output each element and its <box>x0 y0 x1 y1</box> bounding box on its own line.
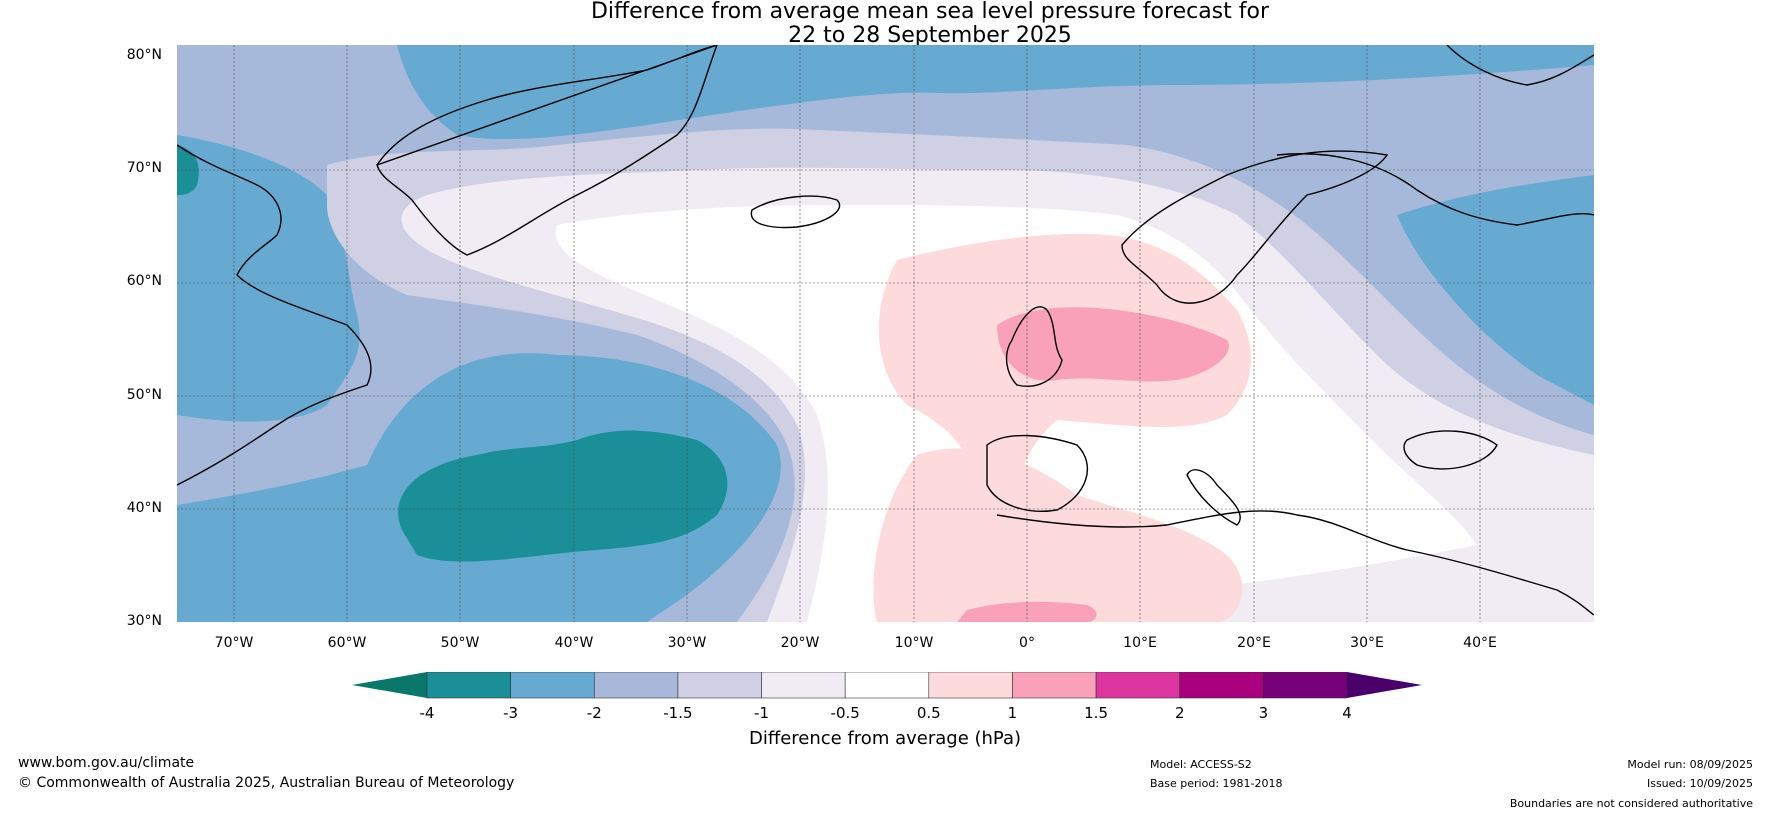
colorbar-tick-label: 4 <box>1342 704 1352 722</box>
arctic-russia-coast <box>1276 153 1594 226</box>
lat-label-50n: 50°N <box>126 387 162 403</box>
anomaly-band-minus2-east <box>1397 175 1594 405</box>
colorbar-swatch <box>510 671 595 699</box>
lon-label-20w: 20°W <box>780 635 820 651</box>
lon-label-40e: 40°E <box>1463 635 1497 651</box>
lon-label-0: 0° <box>1019 635 1035 651</box>
iberia-coast <box>986 434 1088 512</box>
colorbar-tick-label: -2 <box>586 704 602 722</box>
map-title: Difference from average mean sea level p… <box>0 0 1770 48</box>
colorbar-swatch <box>593 671 679 699</box>
colorbar-tick-label: -4 <box>419 704 435 722</box>
novaya-zemlya-coast <box>1446 45 1594 86</box>
black-sea-coast <box>1403 430 1498 470</box>
lon-label-30w: 30°W <box>667 635 707 651</box>
british-isles-coast <box>1005 306 1063 387</box>
coastlines <box>177 45 1594 616</box>
lat-label-80n: 80°N <box>126 47 162 63</box>
colorbar-extend-high <box>1347 672 1422 698</box>
italy-coast <box>1186 469 1241 526</box>
footer-copyright: © Commonwealth of Australia 2025, Austra… <box>18 775 515 791</box>
footer-disclaimer: Boundaries are not considered authoritat… <box>1509 797 1753 810</box>
colorbar-swatch <box>928 671 1013 699</box>
lat-label-30n: 30°N <box>126 613 162 629</box>
footer-model-run: Model run: 08/09/2025 <box>1627 758 1753 771</box>
lon-label-30e: 30°E <box>1350 635 1384 651</box>
scandinavia-coast <box>1121 150 1389 304</box>
north-america-coast <box>177 144 372 486</box>
lat-label-70n: 70°N <box>126 160 162 176</box>
colorbar-swatch <box>1263 671 1348 699</box>
title-line-2: 22 to 28 September 2025 <box>788 23 1072 48</box>
lon-label-40w: 40°W <box>554 635 594 651</box>
colorbar-swatch <box>1179 671 1264 699</box>
colorbar-tick-label: 2 <box>1174 704 1185 722</box>
lon-label-70w: 70°W <box>214 635 254 651</box>
lat-label-60n: 60°N <box>126 273 162 289</box>
lon-label-10e: 10°E <box>1123 635 1157 651</box>
colorbar-swatch <box>1012 671 1097 699</box>
colorbar <box>352 671 1422 706</box>
anomaly-band-plus0-5-africa <box>873 448 1243 622</box>
pressure-anomaly-map <box>177 45 1594 622</box>
lon-label-10w: 10°W <box>894 635 934 651</box>
footer-base-period: Base period: 1981-2018 <box>1150 777 1283 790</box>
colorbar-tick-label: 0.5 <box>916 704 941 722</box>
footer-issued: Issued: 10/09/2025 <box>1646 777 1753 790</box>
footer-website: www.bom.gov.au/climate <box>18 755 195 771</box>
colorbar-tick-label: 1 <box>1007 704 1018 722</box>
anomaly-core-atlantic-low <box>398 430 728 562</box>
colorbar-tick-label: -0.5 <box>830 704 860 722</box>
lon-label-20e: 20°E <box>1237 635 1271 651</box>
greenland-coast <box>376 45 718 256</box>
mediterranean-coast <box>996 510 1594 616</box>
colorbar-extend-low <box>352 672 427 698</box>
title-line-1: Difference from average mean sea level p… <box>590 0 1270 24</box>
colorbar-label: Difference from average (hPa) <box>748 728 1022 749</box>
colorbar-swatch <box>844 671 930 699</box>
colorbar-swatch <box>677 671 762 699</box>
anomaly-core-africa-high <box>957 601 1097 622</box>
anomaly-core-north-sea-high <box>997 307 1229 382</box>
lat-label-40n: 40°N <box>126 500 162 516</box>
footer-model: Model: ACCESS-S2 <box>1150 758 1252 771</box>
colorbar-swatch <box>761 671 846 699</box>
colorbar-tick-label: -3 <box>503 704 519 722</box>
iceland-coast <box>750 195 841 229</box>
colorbar-tick-label: 1.5 <box>1084 704 1108 722</box>
anomaly-core-baffin <box>177 145 199 195</box>
colorbar-tick-label: 3 <box>1258 704 1269 722</box>
colorbar-swatch <box>426 671 511 699</box>
anomaly-band-minus2-west <box>177 135 360 422</box>
graticule <box>177 45 1594 622</box>
colorbar-swatch <box>1095 671 1181 699</box>
lon-label-50w: 50°W <box>440 635 480 651</box>
anomaly-band-minus2-north <box>177 45 1594 140</box>
lon-label-60w: 60°W <box>327 635 367 651</box>
colorbar-tick-label: -1 <box>754 704 770 722</box>
colorbar-tick-label: -1.5 <box>663 704 693 722</box>
